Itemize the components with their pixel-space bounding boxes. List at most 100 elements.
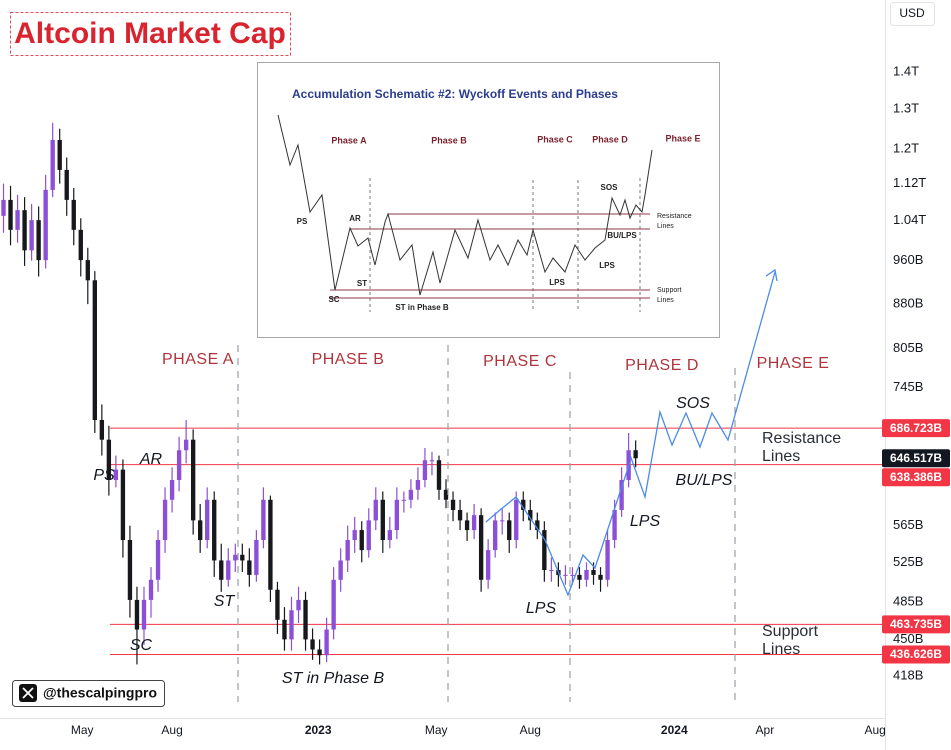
- x-tick-label: Aug: [864, 723, 885, 737]
- phase-label: PHASE E: [757, 355, 830, 372]
- candle-body: [275, 589, 280, 620]
- candle-body: [289, 610, 294, 640]
- candle-body: [401, 499, 407, 501]
- price-label-box: [882, 419, 950, 438]
- phase-separators: [237, 345, 736, 702]
- y-tick-label: 805B: [893, 340, 923, 355]
- event-label: AR: [139, 451, 163, 468]
- phase-label: PHASE C: [483, 353, 557, 370]
- candle-body: [415, 480, 421, 490]
- candle-body: [324, 629, 329, 656]
- candle-body: [240, 554, 245, 561]
- x-tick-label: May: [71, 723, 94, 737]
- candle-body: [598, 574, 603, 580]
- candle-body: [493, 520, 498, 551]
- levels: [110, 427, 885, 655]
- candle-body: [570, 574, 575, 576]
- candle-body: [478, 515, 484, 580]
- price-label-box: [882, 449, 950, 468]
- inset-phase: Phase D: [592, 134, 628, 144]
- candle-body: [500, 520, 505, 522]
- candle-body: [148, 579, 154, 600]
- phase-label: PHASE B: [312, 351, 385, 368]
- event-label: SOS: [676, 395, 710, 412]
- y-axis: 1.4T 1.3T 1.2T 1.12T 1.04T 960B 880B 805B 745B 56…: [893, 63, 926, 682]
- candle-body: [542, 530, 547, 571]
- candle-body: [134, 599, 140, 630]
- candle-body: [219, 560, 224, 580]
- inset-event: SC: [328, 295, 339, 304]
- candle-body: [450, 499, 456, 510]
- candle-body: [535, 520, 540, 531]
- level-label: Lines: [762, 448, 800, 465]
- y-tick-label: 1.4T: [893, 63, 919, 78]
- inset-event: SOS: [601, 183, 619, 192]
- candle-body: [563, 574, 568, 576]
- inset-price-path: [277, 114, 653, 296]
- watermark: @thescalpingpro: [43, 685, 157, 701]
- candle-body: [436, 460, 442, 490]
- candle-body: [169, 480, 175, 500]
- candle-body: [605, 540, 610, 580]
- level-label: Lines: [762, 641, 800, 658]
- inset-level-label: Lines: [657, 297, 674, 304]
- candle-body: [198, 520, 203, 541]
- candle-body: [373, 499, 378, 521]
- candle-body: [331, 579, 336, 630]
- candle-body: [577, 574, 582, 580]
- candle-body: [485, 550, 491, 580]
- candle-body: [268, 499, 273, 590]
- y-tick-label: 485B: [893, 593, 923, 608]
- price-label: 436.626B: [890, 647, 942, 661]
- y-tick-label: 960B: [893, 252, 923, 267]
- candle-body: [176, 450, 182, 481]
- watermark-frame: [12, 680, 165, 707]
- candle-body: [394, 499, 400, 531]
- event-label: PS: [93, 467, 115, 484]
- candle-body: [50, 140, 55, 190]
- candle-body: [464, 520, 470, 531]
- candle-body: [78, 229, 83, 261]
- candle-body: [1, 199, 6, 216]
- candle-body: [584, 570, 589, 580]
- x-logo-mark: [22, 687, 34, 699]
- currency-box: [890, 2, 935, 26]
- candle-body: [106, 439, 112, 481]
- price-label-box: [882, 468, 950, 487]
- inset-phase: Phase B: [431, 135, 467, 145]
- inset-event: LPS: [599, 261, 615, 270]
- candle-body: [29, 220, 34, 251]
- inset-event: PS: [297, 217, 308, 226]
- candle-body: [317, 649, 322, 656]
- candle-body: [514, 499, 519, 541]
- candle-body: [99, 419, 105, 440]
- x-tick-label: May: [425, 723, 448, 737]
- candle-body: [36, 220, 41, 261]
- level-label: Support: [762, 623, 819, 640]
- candle-body: [303, 599, 308, 640]
- x-tick-label: 2023: [305, 723, 332, 737]
- phase-label: PHASE A: [162, 351, 234, 368]
- candle-body: [247, 560, 252, 575]
- event-label: LPS: [630, 513, 661, 530]
- candle-body: [92, 280, 97, 420]
- candle-body: [429, 460, 435, 462]
- candle-body: [127, 540, 133, 600]
- event-label: ST: [214, 593, 236, 610]
- candle-body: [190, 439, 196, 521]
- candle-body: [507, 520, 512, 541]
- candle-body: [71, 199, 76, 230]
- candle-body: [226, 560, 231, 580]
- candle-body: [338, 560, 343, 580]
- candle-body: [549, 570, 554, 572]
- inset-level-label: Resistance: [657, 213, 692, 220]
- price-label: 686.723B: [890, 421, 942, 435]
- event-label: BU/LPS: [676, 472, 733, 489]
- y-tick-label: 525B: [893, 554, 923, 569]
- projection-path: [629, 271, 776, 500]
- candle-body: [387, 530, 392, 541]
- candle-body: [22, 210, 27, 251]
- projection-path: [485, 461, 631, 597]
- candle-body: [282, 619, 287, 640]
- candle-body: [64, 169, 69, 200]
